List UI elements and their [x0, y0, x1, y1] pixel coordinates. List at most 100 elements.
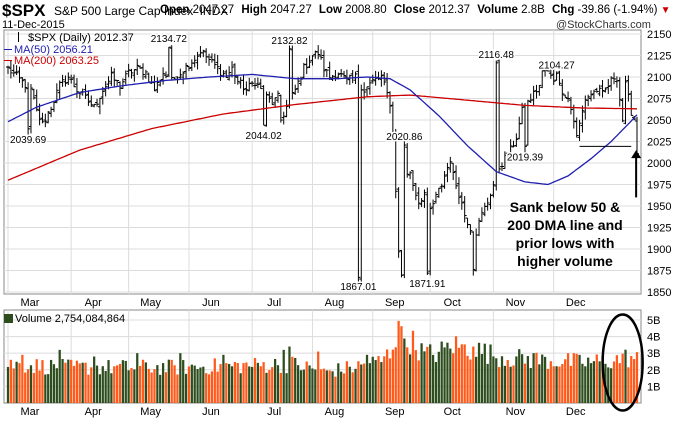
- volume-bar: [340, 371, 343, 403]
- volume-bar: [472, 346, 475, 403]
- volume-bar: [500, 356, 504, 403]
- volume-bar: [331, 371, 334, 403]
- volume-bar: [182, 360, 185, 403]
- volume-bar: [443, 347, 446, 403]
- volume-highlight-ellipse: [601, 313, 644, 412]
- volume-bar: [601, 355, 604, 403]
- volume-bar: [164, 372, 168, 403]
- volume-bar: [104, 370, 107, 403]
- volume-bar: [127, 370, 130, 403]
- volume-bar: [35, 359, 38, 403]
- volume-bar: [121, 360, 125, 403]
- volume-bar: [47, 374, 50, 403]
- volume-tick-label: 2B: [647, 365, 660, 377]
- price-annotation-label: 2020.86: [386, 132, 423, 143]
- month-label: Jun: [202, 406, 220, 418]
- volume-bar: [489, 344, 492, 403]
- annotation-line-2: 200 DMA line and: [507, 217, 623, 233]
- volume-bar: [317, 351, 320, 403]
- volume-bar: [167, 359, 170, 403]
- volume-bar: [509, 366, 512, 403]
- month-label: Apr: [85, 406, 102, 418]
- month-label: Nov: [506, 406, 526, 418]
- volume-bar: [466, 355, 469, 403]
- volume-bar: [193, 365, 196, 403]
- price-panel-frame: [3, 29, 642, 295]
- volume-bar: [360, 364, 363, 403]
- volume-bar: [156, 365, 159, 403]
- volume-bar: [95, 365, 99, 403]
- volume-bar: [245, 362, 248, 403]
- price-tick-label: 1975: [647, 180, 671, 192]
- volume-bar: [78, 363, 81, 403]
- volume-bar: [429, 344, 432, 403]
- volume-bar: [420, 343, 423, 403]
- volume-bar: [391, 349, 394, 403]
- volume-bar: [130, 368, 133, 403]
- month-label: Sep: [385, 406, 405, 418]
- month-label: Nov: [506, 297, 526, 309]
- volume-bar: [15, 361, 18, 403]
- volume-bar: [161, 363, 165, 403]
- volume-bar: [434, 361, 438, 403]
- volume-bar: [627, 367, 630, 403]
- volume-bar: [515, 356, 518, 403]
- price-tick-label: 2125: [647, 51, 671, 63]
- volume-label: Volume: [477, 4, 518, 16]
- volume-bar: [480, 354, 484, 403]
- volume-bar: [411, 330, 415, 403]
- legend-volume-text: Volume 2,754,084,864: [15, 313, 126, 325]
- month-label: Apr: [85, 297, 102, 309]
- watermark: @StockCharts.com: [556, 19, 651, 31]
- volume-bar: [279, 372, 282, 403]
- volume-bar: [55, 368, 58, 403]
- volume-bar: [64, 362, 67, 403]
- volume-tick-label: 3B: [647, 348, 660, 360]
- volume-bar: [417, 360, 420, 403]
- close-label: Close: [393, 4, 426, 16]
- volume-bar: [538, 364, 541, 403]
- low-value: 2008.80: [345, 4, 387, 16]
- volume-bar: [9, 359, 13, 403]
- annotation-line-1: Sank below 50 &: [509, 199, 621, 215]
- volume-bar: [549, 361, 552, 403]
- volume-bar: [72, 365, 76, 403]
- month-label: Mar: [21, 406, 40, 418]
- volume-bar: [98, 374, 102, 403]
- volume-bar: [578, 354, 581, 403]
- volume-bar: [354, 368, 357, 403]
- volume-bar: [440, 341, 443, 403]
- volume-bar: [572, 353, 575, 403]
- open-value: 2047.27: [192, 4, 235, 16]
- open-label: Open: [160, 4, 190, 16]
- volume-bar: [153, 369, 156, 403]
- volume-bar: [101, 366, 104, 403]
- price-annotation-label: 2104.27: [539, 60, 576, 71]
- month-label: Mar: [21, 297, 40, 309]
- volume-bar: [138, 365, 142, 403]
- volume-bar: [113, 366, 116, 403]
- volume-bar: [176, 374, 179, 403]
- volume-bar: [630, 355, 633, 403]
- volume-value: 2.8B: [521, 4, 545, 16]
- volume-bar: [288, 346, 291, 403]
- volume-bar: [322, 368, 326, 403]
- price-tick-label: 1850: [647, 287, 671, 299]
- volume-bar: [81, 362, 84, 403]
- price-tick-label: 1925: [647, 223, 671, 235]
- volume-bar: [199, 367, 202, 403]
- volume-bar: [233, 361, 237, 403]
- price-tick-label: 1950: [647, 201, 671, 213]
- volume-bar: [363, 363, 366, 403]
- volume-bar: [6, 367, 10, 403]
- volume-tick-label: 1B: [647, 381, 660, 393]
- volume-bar: [520, 354, 524, 403]
- high-label: High: [241, 4, 267, 16]
- volume-bar: [555, 366, 558, 403]
- volume-bar: [49, 359, 53, 403]
- price-tick-label: 2075: [647, 94, 671, 106]
- legend-ma50-swatch-icon: [4, 49, 12, 50]
- volume-bar: [598, 361, 601, 403]
- price-tick-label: 2150: [647, 29, 671, 41]
